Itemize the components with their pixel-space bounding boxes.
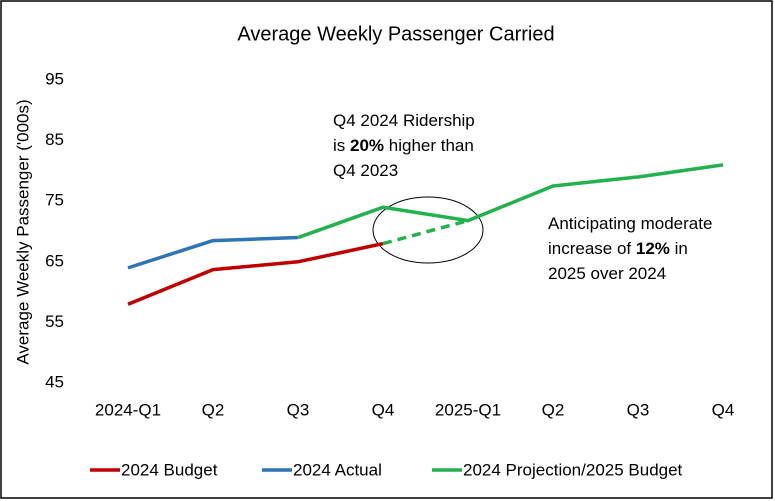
annotation-run: Q4 2024 Ridership xyxy=(333,111,475,130)
y-tick-label: 85 xyxy=(45,130,64,149)
annotation-line: increase of 12% in xyxy=(548,239,688,258)
annotation-run: is xyxy=(333,136,350,155)
y-tick-label: 95 xyxy=(45,69,64,88)
annotation-line: Q4 2023 xyxy=(333,161,398,180)
annotation-line: Anticipating moderate xyxy=(548,214,712,233)
y-tick-label: 55 xyxy=(45,312,64,331)
chart-title: Average Weekly Passenger Carried xyxy=(237,23,554,45)
x-tick-label: 2024-Q1 xyxy=(95,400,161,419)
annotation-run: Q4 2023 xyxy=(333,161,398,180)
legend-label: 2024 Actual xyxy=(293,460,382,479)
annotation-run: 12% xyxy=(636,239,670,258)
x-tick-label: Q2 xyxy=(202,400,225,419)
x-tick-label: 2025-Q1 xyxy=(435,400,501,419)
x-tick-label: Q4 xyxy=(712,400,735,419)
annotation-line: Q4 2024 Ridership xyxy=(333,111,475,130)
y-axis-label: Average Weekly Passenger ('000s) xyxy=(13,99,32,364)
x-tick-label: Q3 xyxy=(287,400,310,419)
x-tick-label: Q3 xyxy=(627,400,650,419)
annotation-run: Anticipating moderate xyxy=(548,214,712,233)
series-line xyxy=(297,163,724,240)
x-tick-label: Q4 xyxy=(372,400,395,419)
x-tick-label: Q2 xyxy=(542,400,565,419)
y-tick-label: 65 xyxy=(45,251,64,270)
legend-label: 2024 Budget xyxy=(121,460,218,479)
legend-label: 2024 Projection/2025 Budget xyxy=(463,460,683,479)
y-tick-label: 75 xyxy=(45,191,64,210)
annotation-line: 2025 over 2024 xyxy=(548,264,666,283)
annotation-line: is 20% higher than xyxy=(333,136,474,155)
annotation-run: in xyxy=(670,239,688,258)
annotation-run: 20% xyxy=(350,136,384,155)
annotation-run: higher than xyxy=(384,136,474,155)
highlight-ellipse xyxy=(372,196,484,264)
annotation-run: 2025 over 2024 xyxy=(548,264,666,283)
y-tick-label: 45 xyxy=(45,372,64,391)
annotation-run: increase of xyxy=(548,239,636,258)
series-line xyxy=(127,241,384,306)
series-line xyxy=(127,235,299,270)
